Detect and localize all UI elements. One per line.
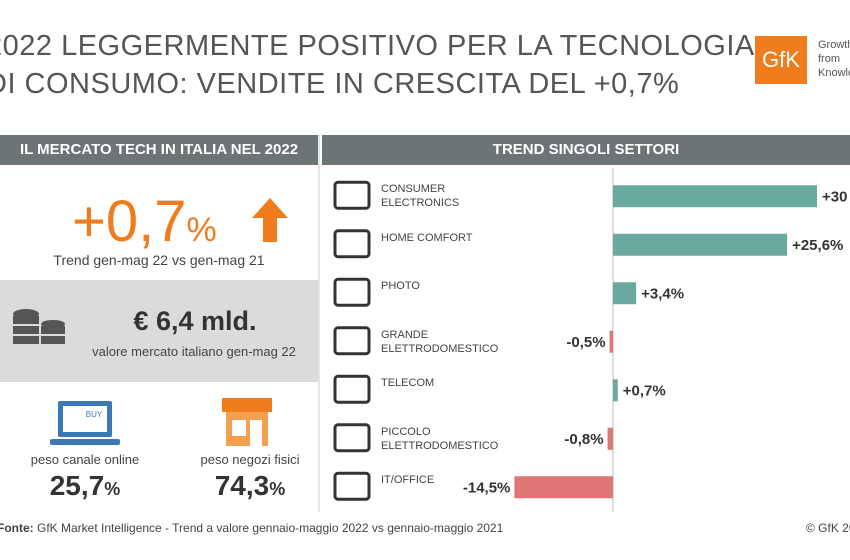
category-label: TELECOM [381, 377, 435, 390]
coins-icon [13, 309, 65, 344]
store-caption: peso negozi fisici [200, 452, 300, 467]
category-icon [333, 374, 371, 404]
share-unit: % [104, 479, 121, 499]
left-panel: +0,7% Trend gen-mag 22 vs gen-mag 21 € 6… [0, 166, 318, 511]
online-icon: BUY [50, 401, 120, 445]
bar [607, 427, 613, 450]
category-icon [333, 423, 371, 453]
headline-unit: % [186, 211, 217, 249]
copyright: © GfK 2022 [806, 521, 850, 535]
bar [613, 233, 788, 256]
category-label: GRANDE ELETTRODOMESTICO [381, 328, 499, 355]
headline-value: +0,7 [72, 189, 187, 254]
panel-header: IL MERCATO TECH IN ITALIA NEL 2022 [0, 135, 318, 165]
footer-source: Fonte: GfK Market Intelligence - Trend a… [0, 521, 503, 535]
value-label: -14,5% [463, 479, 511, 496]
category-icon [333, 277, 371, 307]
market-value: € 6,4 mld. [133, 306, 257, 336]
category-label: PHOTO [381, 280, 420, 293]
buy-label: BUY [86, 410, 103, 419]
value-label: +25,6% [792, 237, 843, 254]
category-icon [333, 326, 371, 356]
value-label: +30 [822, 188, 847, 205]
store-icon [222, 398, 272, 446]
share-value: 74,3 [214, 470, 270, 501]
value-label: -0,5% [566, 334, 605, 351]
store-share: 74,3% [160, 470, 340, 502]
category-icon [333, 229, 371, 259]
category-label: CONSUMER ELECTRONICS [381, 183, 460, 210]
online-share: 25,7% [0, 470, 170, 502]
category-label: PICCOLO ELETTRODOMESTICO [381, 425, 499, 452]
bar [609, 330, 613, 353]
value-label: -0,8% [564, 431, 603, 448]
source-text: GfK Market Intelligence - Trend a valore… [37, 521, 504, 535]
share-value: 25,7 [49, 470, 105, 501]
value-label: +3,4% [641, 285, 684, 302]
up-arrow [252, 198, 288, 242]
title-line: DI CONSUMO: VENDITE IN CRESCITA DEL +0,7… [0, 68, 680, 100]
market-caption: valore mercato italiano gen-mag 22 [92, 344, 296, 359]
category-icon [333, 471, 371, 501]
logo-tagline: Growth from Knowledge [818, 39, 850, 79]
bar [613, 282, 637, 305]
share-unit: % [269, 479, 286, 499]
category-icon [333, 180, 371, 210]
bar [514, 476, 613, 499]
bar [613, 185, 817, 208]
source-label: Fonte: [0, 521, 34, 535]
category-label: HOME COMFORT [381, 231, 473, 244]
bar [613, 379, 618, 402]
value-label: +0,7% [623, 382, 666, 399]
trend-caption: Trend gen-mag 22 vs gen-mag 21 [53, 252, 265, 268]
title-line: 2022 LEGGERMENTE POSITIVO PER LA TECNOLO… [0, 30, 755, 62]
online-caption: peso canale online [30, 452, 140, 467]
category-label: IT/OFFICE [381, 474, 435, 487]
market-box: € 6,4 mld. valore mercato italiano gen-m… [0, 280, 318, 382]
panel-header: TREND SINGOLI SETTORI [322, 135, 850, 165]
logo: GfK [755, 36, 807, 84]
headline: +0,7% [72, 188, 217, 255]
